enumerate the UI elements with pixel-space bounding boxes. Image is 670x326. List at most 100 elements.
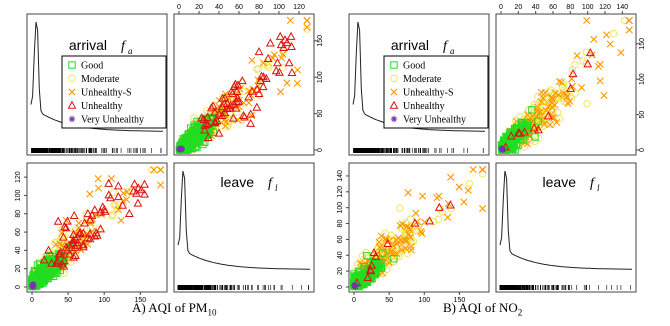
point-unhealthy-s bbox=[606, 40, 614, 48]
panel-frame-tl bbox=[348, 13, 490, 156]
point-unhealthy-s bbox=[602, 31, 611, 39]
point-unhealthy bbox=[197, 113, 207, 122]
point-moderate bbox=[303, 25, 311, 33]
point-unhealthy bbox=[287, 41, 296, 50]
point-good bbox=[193, 133, 201, 141]
point-unhealthy bbox=[85, 229, 95, 238]
right-axis-label: 100 bbox=[639, 73, 646, 85]
left-axis-label: 40 bbox=[15, 246, 22, 254]
point-unhealthy-s bbox=[259, 59, 267, 67]
point-moderate bbox=[547, 120, 555, 129]
left-axis-label: 20 bbox=[15, 265, 22, 273]
chart-pm10: 0 20 40 60 80 100 120 0 50 100 150 0 20 40 60 80 100 120 0… bbox=[15, 4, 324, 304]
point-moderate bbox=[148, 166, 156, 174]
legend-marker-good bbox=[68, 61, 76, 69]
point-good bbox=[351, 272, 359, 280]
point-good bbox=[528, 106, 536, 114]
point-unhealthy bbox=[230, 81, 239, 91]
point-unhealthy-s bbox=[94, 184, 103, 192]
top-axis-label: 40 bbox=[215, 4, 223, 11]
point-unhealthy bbox=[98, 202, 108, 211]
point-unhealthy-s bbox=[548, 99, 556, 107]
point-good bbox=[531, 133, 539, 141]
point-unhealthy-s bbox=[248, 56, 256, 64]
point-unhealthy bbox=[39, 255, 49, 264]
point-unhealthy bbox=[237, 76, 247, 85]
point-unhealthy bbox=[63, 216, 72, 225]
right-axis-label: 0 bbox=[639, 148, 646, 152]
point-unhealthy bbox=[265, 38, 275, 47]
point-unhealthy bbox=[124, 208, 134, 218]
point-unhealthy bbox=[104, 190, 114, 199]
point-unhealthy bbox=[78, 240, 88, 249]
left-axis-label: 0 bbox=[15, 285, 22, 289]
point-unhealthy bbox=[217, 101, 227, 110]
point-unhealthy bbox=[254, 47, 264, 56]
top-axis-label: 20 bbox=[195, 4, 203, 11]
point-unhealthy bbox=[287, 67, 297, 77]
point-unhealthy bbox=[100, 206, 110, 215]
point-unhealthy bbox=[566, 83, 576, 92]
point-unhealthy-s bbox=[407, 246, 415, 254]
point-unhealthy bbox=[203, 132, 213, 142]
point-moderate bbox=[579, 57, 587, 65]
legend-label-good: Good bbox=[81, 61, 103, 72]
point-unhealthy bbox=[233, 93, 242, 102]
panel-frame-bl bbox=[348, 162, 490, 293]
point-unhealthy-s bbox=[283, 79, 291, 87]
point-unhealthy-s bbox=[534, 103, 542, 111]
point-unhealthy-s bbox=[538, 115, 546, 124]
point-unhealthy-s bbox=[566, 97, 574, 105]
diagonal-symbol-arrival: f bbox=[443, 39, 449, 54]
point-unhealthy-s bbox=[590, 35, 598, 43]
left-axis-label: 40 bbox=[337, 251, 344, 259]
top-axis-label: 80 bbox=[566, 4, 574, 11]
point-good bbox=[199, 140, 207, 149]
point-unhealthy-s bbox=[625, 16, 633, 25]
point-unhealthy bbox=[83, 208, 93, 218]
point-moderate bbox=[113, 205, 121, 213]
point-good bbox=[390, 254, 398, 263]
point-unhealthy-s bbox=[555, 77, 563, 86]
point-unhealthy-s bbox=[573, 52, 581, 60]
point-unhealthy-s bbox=[86, 190, 94, 198]
point-good bbox=[191, 127, 199, 136]
density-curve-arrival bbox=[30, 21, 163, 132]
caption-b: B) AQI of NO2 bbox=[443, 300, 523, 318]
point-unhealthy bbox=[59, 256, 69, 265]
bottom-axis-label: 0 bbox=[30, 297, 34, 304]
point-unhealthy-s bbox=[539, 94, 547, 102]
point-unhealthy-s bbox=[303, 23, 311, 31]
panel-frame-tr bbox=[173, 13, 315, 156]
point-unhealthy bbox=[214, 128, 224, 137]
left-axis-label: 100 bbox=[337, 202, 344, 214]
point-unhealthy bbox=[210, 118, 220, 127]
point-unhealthy bbox=[232, 86, 242, 95]
point-good bbox=[39, 279, 47, 287]
point-unhealthy bbox=[257, 71, 267, 80]
diagonal-label-arrival: arrival bbox=[69, 37, 107, 53]
point-unhealthy-s bbox=[156, 166, 165, 174]
legend-marker-very-unhealthy bbox=[390, 115, 398, 123]
top-axis-label: 80 bbox=[255, 4, 263, 11]
point-unhealthy bbox=[252, 84, 262, 93]
point-unhealthy-s bbox=[398, 220, 407, 228]
point-unhealthy bbox=[434, 202, 444, 211]
point-unhealthy-s bbox=[600, 91, 608, 100]
point-unhealthy-s bbox=[398, 246, 406, 254]
point-unhealthy bbox=[228, 113, 238, 122]
point-unhealthy bbox=[59, 261, 69, 270]
point-moderate bbox=[531, 137, 539, 146]
legend-label-good: Good bbox=[403, 61, 425, 72]
point-unhealthy-s bbox=[245, 99, 253, 107]
top-axis-label: 0 bbox=[499, 4, 503, 11]
point-unhealthy bbox=[201, 118, 211, 127]
right-axis-label: 150 bbox=[639, 38, 646, 50]
point-unhealthy bbox=[113, 181, 123, 190]
legend: Good Moderate Unhealthy-S Unhealthy Very Unh… bbox=[61, 55, 167, 129]
point-unhealthy-s bbox=[577, 84, 586, 92]
point-unhealthy-s bbox=[418, 229, 426, 238]
diagonal-symbol-sub-arrival: a bbox=[450, 46, 455, 56]
point-unhealthy-s bbox=[417, 227, 425, 236]
point-unhealthy bbox=[258, 81, 268, 91]
